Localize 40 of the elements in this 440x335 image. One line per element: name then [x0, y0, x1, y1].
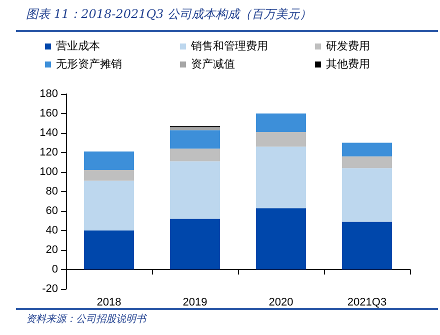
bar [256, 208, 306, 270]
bar [342, 156, 392, 168]
bar [342, 142, 392, 156]
bar [256, 114, 306, 132]
bar [84, 230, 134, 270]
bar [170, 127, 220, 130]
y-tick-label: 40 [46, 224, 58, 236]
legend-label: 无形资产摊销 [56, 58, 122, 70]
bar [170, 218, 220, 270]
bar [170, 130, 220, 149]
legend-label: 销售和管理费用 [190, 40, 268, 52]
bar [84, 152, 134, 170]
x-tick-label: 2019 [182, 296, 208, 308]
bar [170, 161, 220, 219]
legend-label: 资产减值 [191, 58, 235, 70]
bar [170, 148, 220, 162]
bar [84, 170, 134, 181]
bar [256, 132, 306, 147]
y-tick-label: 180 [40, 88, 58, 100]
y-tick-label: 100 [40, 166, 58, 178]
y-tick-label: 120 [40, 146, 58, 158]
legend-label: 其他费用 [326, 58, 370, 70]
y-tick-label: 160 [40, 108, 58, 120]
text: 资料来源：公司招股说明书 [26, 312, 146, 326]
bar [342, 222, 392, 270]
x-tick-label: 2018 [96, 296, 122, 308]
y-tick-label: 140 [40, 127, 58, 139]
bar [84, 180, 134, 230]
y-tick-label: 0 [52, 264, 58, 276]
bar [256, 146, 306, 208]
chart-title: 图表 11：2018-2021Q3 公司成本构成（百万美元） [26, 6, 312, 23]
y-tick-label: 20 [46, 244, 58, 256]
legend-label: 营业成本 [56, 40, 100, 52]
x-tick-label: 2021Q3 [347, 296, 387, 308]
legend-label: 研发费用 [326, 40, 370, 52]
bar [342, 168, 392, 222]
x-tick-label: 2020 [268, 296, 294, 308]
y-tick-label: 80 [46, 186, 58, 198]
y-tick-label: 60 [46, 205, 58, 217]
y-tick-label: -20 [42, 283, 58, 295]
